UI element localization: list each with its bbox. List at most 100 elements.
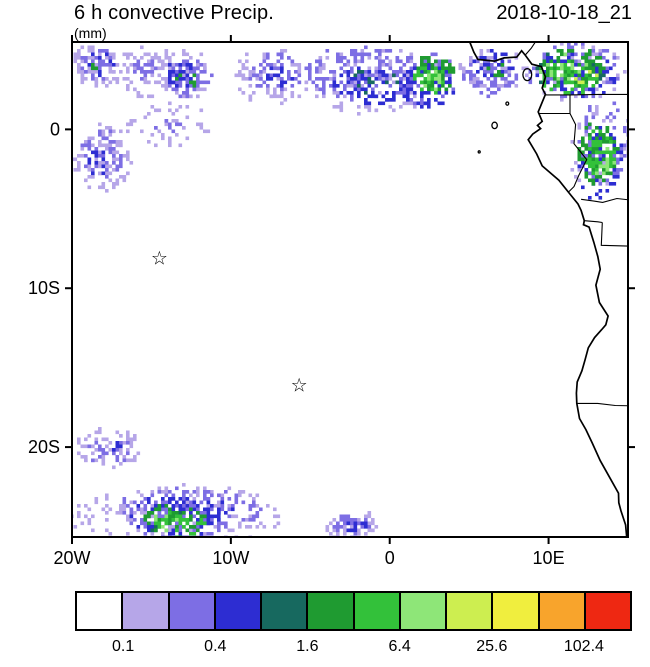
precip-pixel: [154, 108, 158, 113]
precip-pixel: [448, 84, 452, 88]
precip-pixel: [150, 94, 155, 99]
precip-pixel: [108, 150, 113, 155]
precip-pixel: [84, 56, 88, 60]
precip-pixel: [462, 77, 466, 81]
precip-pixel: [437, 77, 442, 81]
country-border: [576, 402, 628, 407]
precip-pixel: [175, 91, 179, 95]
precip-pixel: [556, 77, 561, 81]
precip-pixel: [350, 91, 354, 95]
precip-pixel: [588, 59, 592, 64]
colorbar-cell: [169, 593, 216, 629]
precip-pixel: [357, 112, 361, 116]
precip-pixel: [150, 105, 155, 109]
precip-pixel: [490, 63, 494, 67]
precip-pixel: [168, 84, 172, 88]
chart-timestamp: 2018-10-18_21: [496, 2, 632, 24]
precip-pixel: [161, 500, 165, 505]
precip-pixel: [280, 101, 284, 106]
precip-pixel: [612, 147, 617, 151]
precip-pixel: [595, 133, 599, 137]
precip-pixel: [210, 490, 214, 494]
precip-pixel: [462, 73, 466, 78]
precip-pixel: [336, 525, 340, 529]
precip-pixel: [98, 455, 102, 459]
precip-pixel: [339, 73, 344, 78]
precip-pixel: [374, 94, 379, 99]
precip-pixel: [122, 175, 127, 179]
precip-pixel: [371, 80, 375, 85]
precip-pixel: [602, 157, 606, 162]
precip-pixel: [504, 66, 508, 71]
precip-pixel: [420, 94, 424, 99]
precip-pixel: [353, 84, 358, 88]
precip-pixel: [588, 105, 592, 109]
precip-pixel: [595, 157, 599, 162]
island-principe: [505, 101, 510, 106]
precip-pixel: [581, 84, 585, 88]
precip-pixel: [189, 525, 193, 529]
country-border: [581, 197, 628, 203]
precip-pixel: [115, 178, 120, 183]
precip-pixel: [175, 486, 179, 491]
precip-pixel: [98, 133, 102, 137]
precip-pixel: [227, 514, 232, 519]
precip-pixel: [280, 49, 284, 53]
precip-pixel: [73, 168, 78, 172]
precip-pixel: [196, 528, 200, 533]
precip-pixel: [570, 49, 575, 53]
precip-pixel: [136, 490, 141, 494]
precip-pixel: [255, 504, 260, 508]
precip-pixel: [409, 66, 414, 71]
precip-pixel: [290, 77, 295, 81]
precip-pixel: [360, 87, 365, 92]
precip-pixel: [157, 56, 162, 60]
precip-pixel: [161, 66, 165, 71]
precip-pixel: [619, 150, 624, 155]
precip-pixel: [318, 66, 323, 71]
precip-pixel: [332, 73, 337, 78]
precip-pixel: [157, 490, 162, 494]
precip-pixel: [591, 115, 596, 120]
precip-pixel: [413, 105, 417, 109]
precip-pixel: [623, 126, 627, 130]
precip-pixel: [77, 63, 81, 67]
precip-pixel: [584, 73, 589, 78]
precip-pixel: [262, 80, 267, 85]
precip-pixel: [339, 108, 344, 113]
precip-pixel: [577, 84, 582, 88]
precip-pixel: [164, 49, 169, 53]
precip-pixel: [353, 73, 358, 78]
precip-pixel: [318, 63, 323, 67]
precip-pixel: [409, 77, 414, 81]
precip-pixel: [297, 66, 302, 71]
precip-pixel: [290, 63, 295, 67]
precip-pixel: [234, 500, 239, 505]
precip-pixel: [507, 70, 512, 74]
precip-pixel: [591, 182, 596, 186]
precip-pixel: [220, 493, 225, 498]
precip-pixel: [189, 77, 193, 81]
colorbar-cell: [123, 593, 170, 629]
precip-pixel: [112, 182, 116, 186]
precip-pixel: [168, 521, 172, 526]
precip-pixel: [217, 518, 221, 522]
map-outlines: [468, 42, 628, 537]
precip-pixel: [619, 154, 624, 158]
precip-pixel: [182, 493, 186, 498]
precip-pixel: [553, 45, 557, 50]
precip-pixel: [427, 73, 431, 78]
precip-pixel: [133, 66, 137, 71]
precip-pixel: [556, 66, 561, 71]
precip-pixel: [241, 490, 246, 494]
precip-pixel: [322, 87, 326, 92]
precip-pixel: [185, 80, 190, 85]
precip-pixel: [364, 98, 368, 102]
precip-pixel: [276, 73, 281, 78]
precip-pixel: [276, 77, 281, 81]
precip-pixel: [150, 73, 155, 78]
precip-pixel: [483, 73, 487, 78]
precip-pixel: [112, 70, 116, 74]
precip-pixel: [150, 532, 155, 536]
precip-pixel: [322, 80, 326, 85]
